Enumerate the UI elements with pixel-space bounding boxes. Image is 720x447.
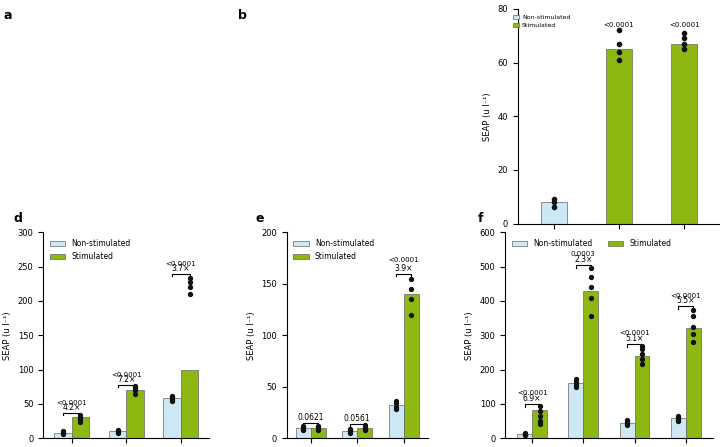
Text: 3.9×: 3.9×: [395, 264, 413, 273]
Text: <0.0001: <0.0001: [517, 390, 547, 396]
Bar: [71, 417, 89, 438]
Y-axis label: SEAP (u l⁻¹): SEAP (u l⁻¹): [465, 311, 474, 359]
Y-axis label: SEAP (u l⁻¹): SEAP (u l⁻¹): [483, 92, 492, 140]
Text: 5.1×: 5.1×: [626, 334, 644, 343]
Bar: [671, 44, 697, 224]
Text: <0.0001: <0.0001: [603, 22, 634, 28]
Bar: [357, 428, 372, 438]
Text: 0.0561: 0.0561: [344, 413, 371, 423]
Text: 3.7×: 3.7×: [171, 264, 190, 273]
Text: <0.0001: <0.0001: [670, 293, 701, 299]
Text: e: e: [256, 212, 264, 225]
Text: f: f: [478, 212, 484, 225]
Text: <0.0001: <0.0001: [388, 257, 419, 263]
Legend: Non-stimulated, Stimulated: Non-stimulated, Stimulated: [510, 12, 573, 31]
Text: 6.9×: 6.9×: [523, 394, 541, 403]
Bar: [296, 428, 311, 438]
Bar: [404, 294, 418, 438]
Legend: Non-stimulated, Stimulated: Non-stimulated, Stimulated: [509, 236, 675, 251]
Text: <0.0001: <0.0001: [619, 330, 650, 336]
Bar: [311, 428, 325, 438]
Text: 7.2×: 7.2×: [117, 375, 135, 384]
Text: <0.0001: <0.0001: [166, 261, 197, 267]
Text: 4.2×: 4.2×: [63, 403, 81, 412]
Y-axis label: SEAP (u l⁻¹): SEAP (u l⁻¹): [3, 311, 12, 359]
Bar: [517, 434, 532, 438]
Bar: [181, 370, 199, 438]
Y-axis label: SEAP (u l⁻¹): SEAP (u l⁻¹): [246, 311, 256, 359]
Text: 2.3×: 2.3×: [574, 255, 593, 264]
Text: <0.0001: <0.0001: [111, 372, 142, 378]
Bar: [343, 431, 357, 438]
Text: <0.0001: <0.0001: [669, 22, 699, 28]
Text: d: d: [13, 212, 22, 225]
Bar: [109, 431, 126, 438]
Bar: [532, 410, 547, 438]
Text: a: a: [4, 9, 12, 22]
Bar: [54, 433, 71, 438]
Bar: [583, 291, 598, 438]
Text: b: b: [238, 9, 246, 22]
Bar: [126, 390, 144, 438]
Legend: Non-stimulated, Stimulated: Non-stimulated, Stimulated: [290, 236, 377, 264]
Bar: [685, 329, 701, 438]
Bar: [671, 418, 685, 438]
Bar: [568, 383, 583, 438]
Legend: Non-stimulated, Stimulated: Non-stimulated, Stimulated: [47, 236, 134, 264]
Bar: [541, 202, 567, 224]
Text: 0.0621: 0.0621: [297, 413, 324, 422]
Bar: [634, 356, 649, 438]
Bar: [606, 49, 632, 224]
Text: c: c: [481, 0, 489, 1]
Bar: [620, 423, 634, 438]
Bar: [389, 405, 404, 438]
Text: 5.5×: 5.5×: [677, 296, 695, 305]
Text: <0.0001: <0.0001: [56, 400, 87, 406]
Text: 0.0003: 0.0003: [571, 252, 595, 257]
Bar: [163, 398, 181, 438]
